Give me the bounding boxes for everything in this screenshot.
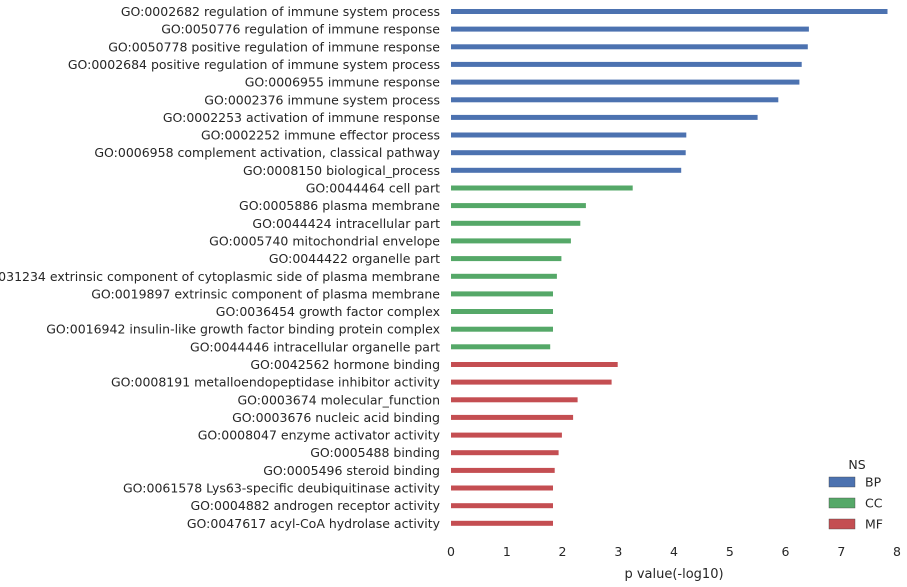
category-label: GO:0047617 acyl-CoA hydrolase activity	[187, 516, 441, 531]
x-tick-label: 3	[614, 544, 622, 559]
category-label: GO:0044446 intracellular organelle part	[190, 339, 440, 354]
category-label: GO:0006958 complement activation, classi…	[94, 145, 440, 160]
category-label: GO:0061578 Lys63-specific deubiquitinase…	[123, 481, 441, 496]
bar-bp	[451, 150, 686, 156]
bar-mf	[451, 362, 618, 367]
category-label: GO:0003676 nucleic acid binding	[232, 410, 440, 425]
category-label: GO:0002684 positive regulation of immune…	[68, 57, 440, 72]
bar-mf	[451, 520, 553, 526]
legend: NS BP CC MF	[828, 457, 883, 532]
bar-mf	[451, 485, 553, 491]
bar-cc	[451, 273, 557, 279]
bar-cc	[451, 344, 551, 350]
category-label: GO:0036454 growth factor complex	[216, 304, 440, 319]
legend-label-cc: CC	[865, 496, 883, 511]
bar-bp	[451, 26, 809, 32]
category-label: GO:0002252 immune effector process	[201, 128, 440, 143]
category-label: GO:0019897 extrinsic component of plasma…	[91, 286, 440, 301]
bar-mf	[451, 450, 559, 456]
category-label: GO:0005488 binding	[310, 445, 440, 460]
category-label: GO:0004882 androgen receptor activity	[191, 498, 441, 513]
category-label: GO:0005496 steroid binding	[263, 463, 440, 478]
x-tick-label: 4	[670, 544, 678, 559]
category-label: GO:0050776 regulation of immune response	[161, 22, 440, 37]
category-label: GO:0042562 hormone binding	[250, 357, 440, 372]
category-labels: GO:0002682 regulation of immune system p…	[0, 4, 441, 531]
category-label: GO:0002253 activation of immune response	[163, 110, 440, 125]
legend-swatch-bp	[828, 476, 856, 488]
bar-bp	[451, 44, 808, 50]
x-axis: 0 1 2 3 4 5 6 7 8	[447, 544, 901, 559]
category-label: GO:0016942 insulin-like growth factor bi…	[46, 322, 440, 337]
bar-mf	[451, 432, 562, 438]
legend-title: NS	[848, 457, 865, 472]
bar-bp	[451, 9, 888, 14]
x-tick-label: 1	[503, 544, 511, 559]
category-label: GO:0044464 cell part	[306, 181, 440, 196]
legend-label-mf: MF	[865, 517, 883, 532]
bar-bp	[451, 79, 800, 85]
x-axis-label: p value(-log10)	[624, 567, 723, 582]
bar-bp	[451, 132, 687, 138]
bar-mf	[451, 397, 578, 403]
category-label: GO:0002682 regulation of immune system p…	[121, 4, 440, 19]
category-label: GO:0005886 plasma membrane	[239, 198, 440, 213]
bar-bp	[451, 61, 802, 67]
x-tick-label: 0	[447, 544, 455, 559]
category-label: GO:0008047 enzyme activator activity	[198, 428, 441, 443]
category-label: GO:0002376 immune system process	[204, 92, 440, 107]
legend-swatch-cc	[828, 497, 856, 509]
x-tick-label: 6	[782, 544, 790, 559]
category-label: GO:0006955 immune response	[245, 75, 441, 90]
category-label: GO:0031234 extrinsic component of cytopl…	[0, 269, 440, 284]
x-tick-label: 5	[726, 544, 734, 559]
category-label: GO:0044422 organelle part	[269, 251, 440, 266]
bar-cc	[451, 256, 562, 262]
bar-bp	[451, 97, 779, 103]
category-label: GO:0044424 intracellular part	[252, 216, 440, 231]
bar-mf	[451, 379, 612, 385]
category-label: GO:0003674 molecular_function	[237, 392, 440, 407]
bar-bp	[451, 114, 758, 120]
bar-mf	[451, 467, 555, 473]
category-label: GO:0008150 biological_process	[243, 163, 440, 178]
x-tick-label: 2	[559, 544, 567, 559]
x-tick-label: 8	[893, 544, 901, 559]
bars	[451, 9, 888, 526]
bar-cc	[451, 220, 581, 226]
bar-mf	[451, 414, 574, 420]
legend-label-bp: BP	[865, 475, 882, 490]
category-label: GO:0050778 positive regulation of immune…	[108, 39, 440, 54]
bar-mf	[451, 503, 553, 509]
category-label: GO:0005740 mitochondrial envelope	[209, 233, 440, 248]
bar-cc	[451, 203, 586, 209]
bar-cc	[451, 185, 633, 191]
bar-cc	[451, 291, 553, 297]
x-tick-label: 7	[837, 544, 845, 559]
bar-bp	[451, 167, 682, 173]
bar-cc	[451, 309, 553, 314]
legend-swatch-mf	[828, 518, 856, 530]
bar-cc	[451, 326, 553, 332]
bar-cc	[451, 238, 571, 244]
category-label: GO:0008191 metalloendopeptidase inhibito…	[111, 375, 441, 390]
